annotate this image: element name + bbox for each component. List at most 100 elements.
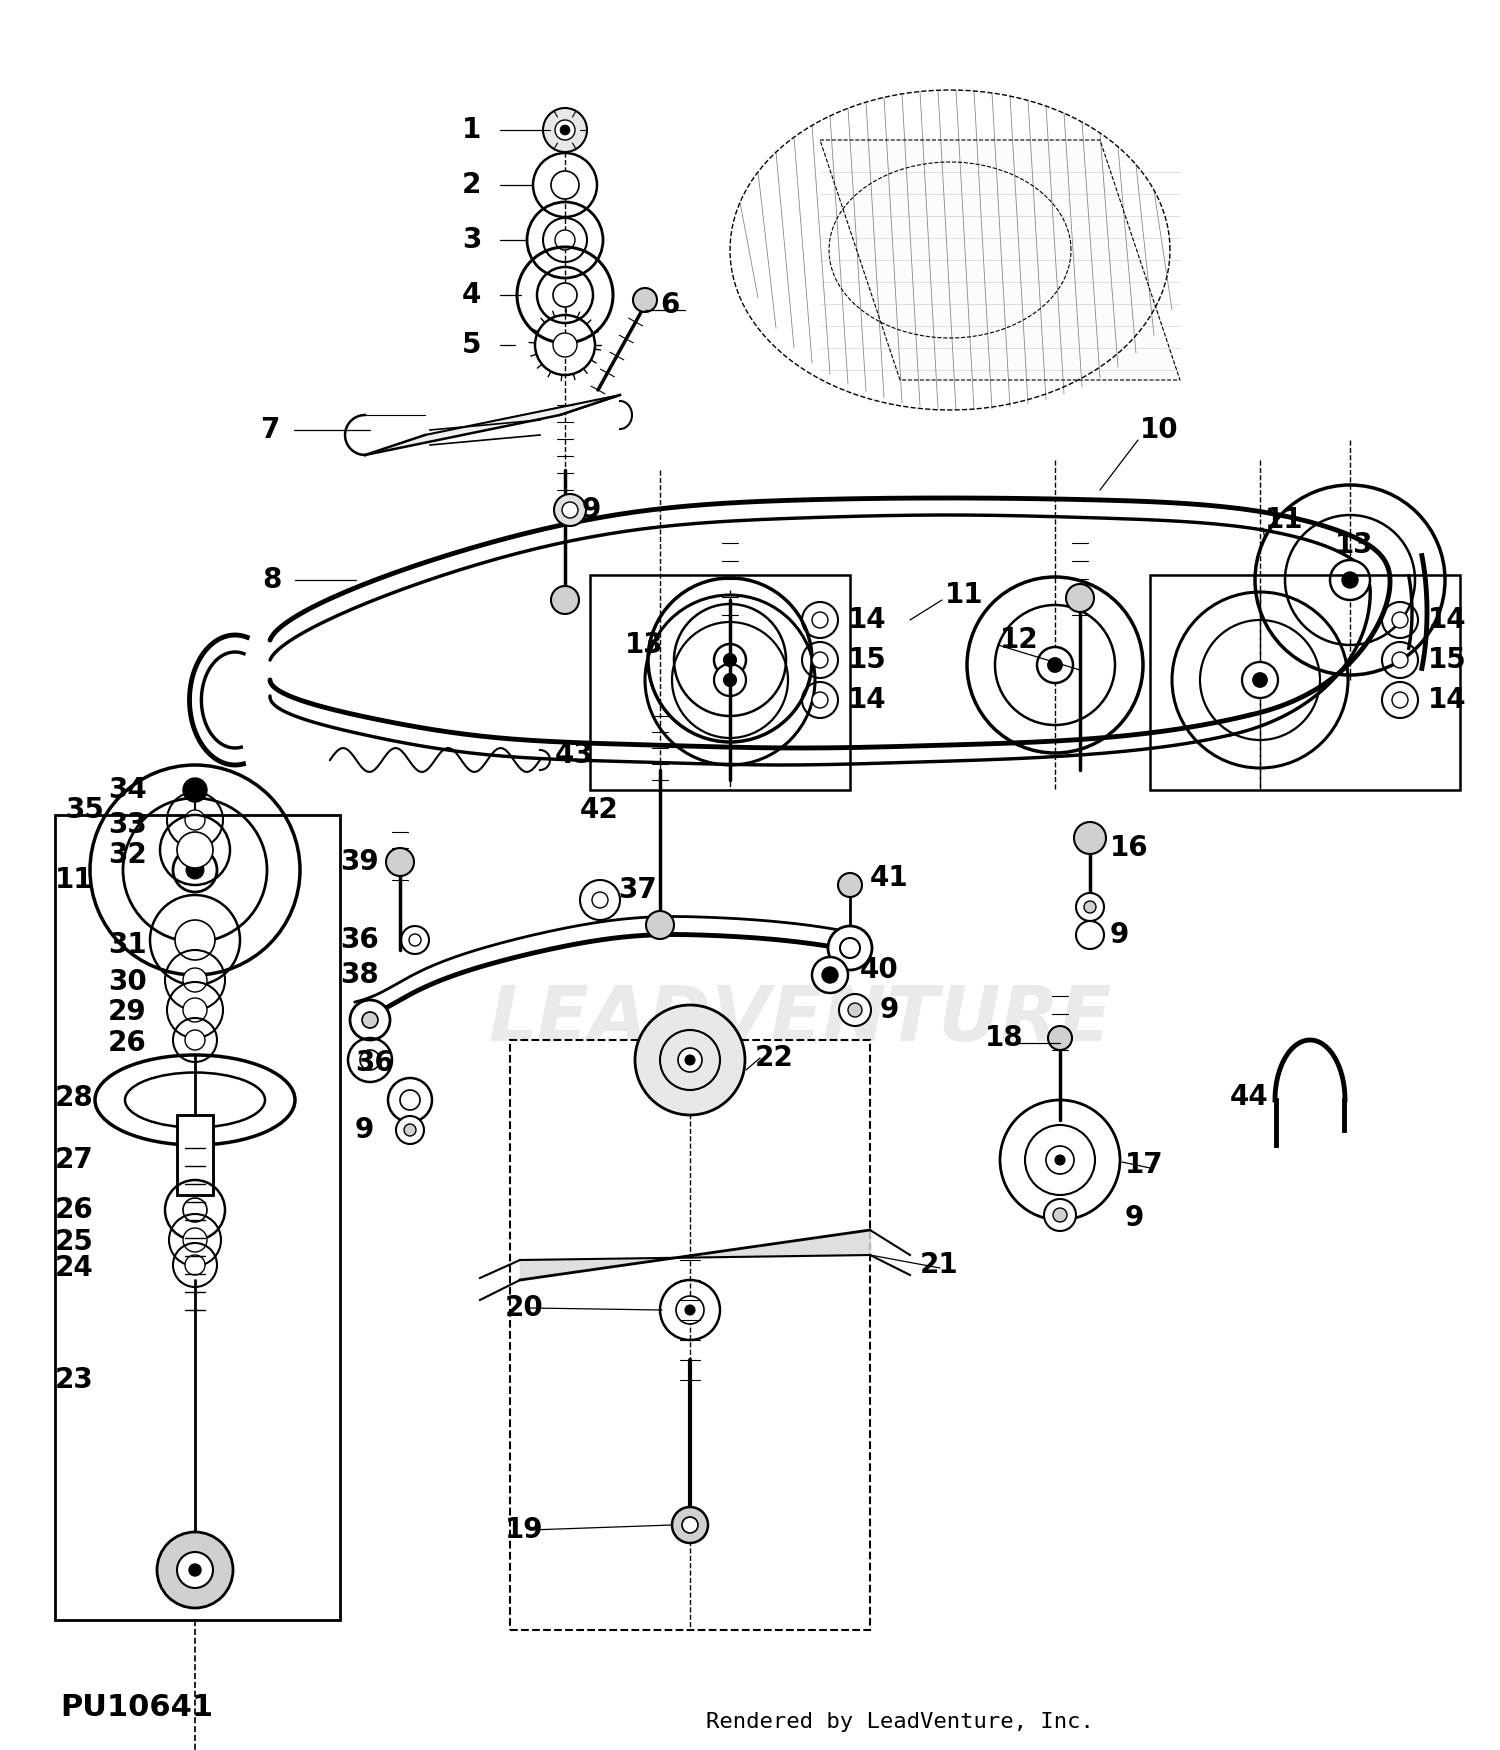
Text: PU10641: PU10641 (60, 1692, 213, 1722)
Text: 36: 36 (340, 926, 378, 954)
Circle shape (1054, 1155, 1065, 1166)
Circle shape (183, 779, 207, 802)
Polygon shape (821, 140, 1180, 380)
Circle shape (1084, 901, 1096, 914)
Circle shape (183, 968, 207, 992)
Text: 15: 15 (1428, 646, 1467, 674)
Circle shape (723, 653, 736, 667)
Circle shape (723, 674, 736, 686)
Circle shape (686, 1055, 694, 1066)
Circle shape (1252, 672, 1268, 688)
Text: 14: 14 (847, 606, 886, 634)
Circle shape (186, 861, 204, 878)
Circle shape (176, 920, 214, 961)
Circle shape (360, 1050, 380, 1069)
Circle shape (1076, 920, 1104, 948)
Circle shape (812, 653, 828, 668)
Circle shape (847, 1003, 862, 1017)
Text: 9: 9 (1110, 920, 1130, 948)
Text: 17: 17 (1125, 1152, 1164, 1180)
Circle shape (678, 1048, 702, 1073)
Text: 1: 1 (462, 116, 482, 144)
Circle shape (1036, 648, 1072, 682)
Text: LEADVENTURE: LEADVENTURE (489, 984, 1112, 1057)
Bar (510, 1040, 870, 1629)
Text: 27: 27 (56, 1146, 93, 1174)
Text: 33: 33 (108, 810, 147, 838)
Text: 25: 25 (56, 1228, 94, 1256)
Text: 14: 14 (847, 686, 886, 714)
Text: 44: 44 (1230, 1083, 1269, 1111)
Text: 12: 12 (1000, 626, 1038, 654)
Circle shape (592, 892, 608, 908)
Text: 13: 13 (626, 632, 663, 660)
Circle shape (672, 1507, 708, 1544)
Text: 28: 28 (56, 1083, 93, 1111)
Text: 41: 41 (870, 864, 909, 892)
Circle shape (1048, 1026, 1072, 1050)
Text: 9: 9 (582, 495, 602, 523)
Text: 14: 14 (1428, 686, 1467, 714)
Bar (56, 816, 340, 1620)
Bar (177, 1115, 213, 1195)
Circle shape (1066, 584, 1094, 612)
Circle shape (714, 663, 746, 696)
Circle shape (350, 999, 390, 1040)
Circle shape (1053, 1208, 1066, 1222)
Circle shape (400, 1090, 420, 1110)
Circle shape (177, 831, 213, 868)
Circle shape (1044, 1199, 1076, 1230)
Text: 6: 6 (660, 290, 680, 318)
Circle shape (404, 1124, 416, 1136)
Bar (590, 576, 850, 789)
Circle shape (555, 229, 574, 250)
Circle shape (812, 612, 828, 628)
Text: 22: 22 (754, 1045, 794, 1073)
Text: 43: 43 (555, 740, 594, 768)
Text: 20: 20 (506, 1293, 543, 1321)
Text: 42: 42 (580, 796, 618, 824)
Circle shape (1048, 658, 1062, 672)
Circle shape (839, 994, 872, 1026)
Circle shape (812, 957, 847, 992)
Circle shape (682, 1517, 698, 1533)
Text: 36: 36 (356, 1048, 393, 1076)
Circle shape (812, 691, 828, 709)
Text: 11: 11 (56, 866, 93, 894)
Circle shape (550, 172, 579, 200)
Text: 14: 14 (1428, 606, 1467, 634)
Circle shape (362, 1011, 378, 1027)
Text: 13: 13 (1335, 530, 1374, 558)
Polygon shape (364, 396, 620, 455)
Circle shape (554, 332, 578, 357)
Text: 39: 39 (340, 849, 378, 877)
Circle shape (183, 1228, 207, 1251)
Bar (177, 1115, 213, 1195)
Circle shape (554, 493, 586, 527)
Circle shape (560, 124, 570, 135)
Text: 29: 29 (108, 997, 147, 1026)
Text: 34: 34 (108, 775, 147, 803)
Circle shape (550, 586, 579, 614)
Text: 21: 21 (920, 1251, 958, 1279)
Text: 16: 16 (1110, 835, 1149, 863)
Circle shape (1392, 691, 1408, 709)
Bar (1150, 576, 1460, 789)
Text: 23: 23 (56, 1367, 93, 1395)
Text: 3: 3 (462, 226, 482, 254)
Circle shape (676, 1297, 703, 1325)
Circle shape (686, 1306, 694, 1314)
Text: 38: 38 (340, 961, 378, 989)
Circle shape (177, 1552, 213, 1587)
Circle shape (1074, 822, 1106, 854)
Text: 30: 30 (108, 968, 147, 996)
Circle shape (554, 284, 578, 306)
Circle shape (1076, 892, 1104, 920)
Circle shape (1330, 560, 1370, 600)
Circle shape (646, 912, 674, 940)
Text: 4: 4 (462, 282, 482, 310)
Circle shape (172, 849, 217, 892)
Text: 9: 9 (356, 1116, 375, 1144)
Circle shape (562, 502, 578, 518)
Text: 32: 32 (108, 842, 147, 870)
